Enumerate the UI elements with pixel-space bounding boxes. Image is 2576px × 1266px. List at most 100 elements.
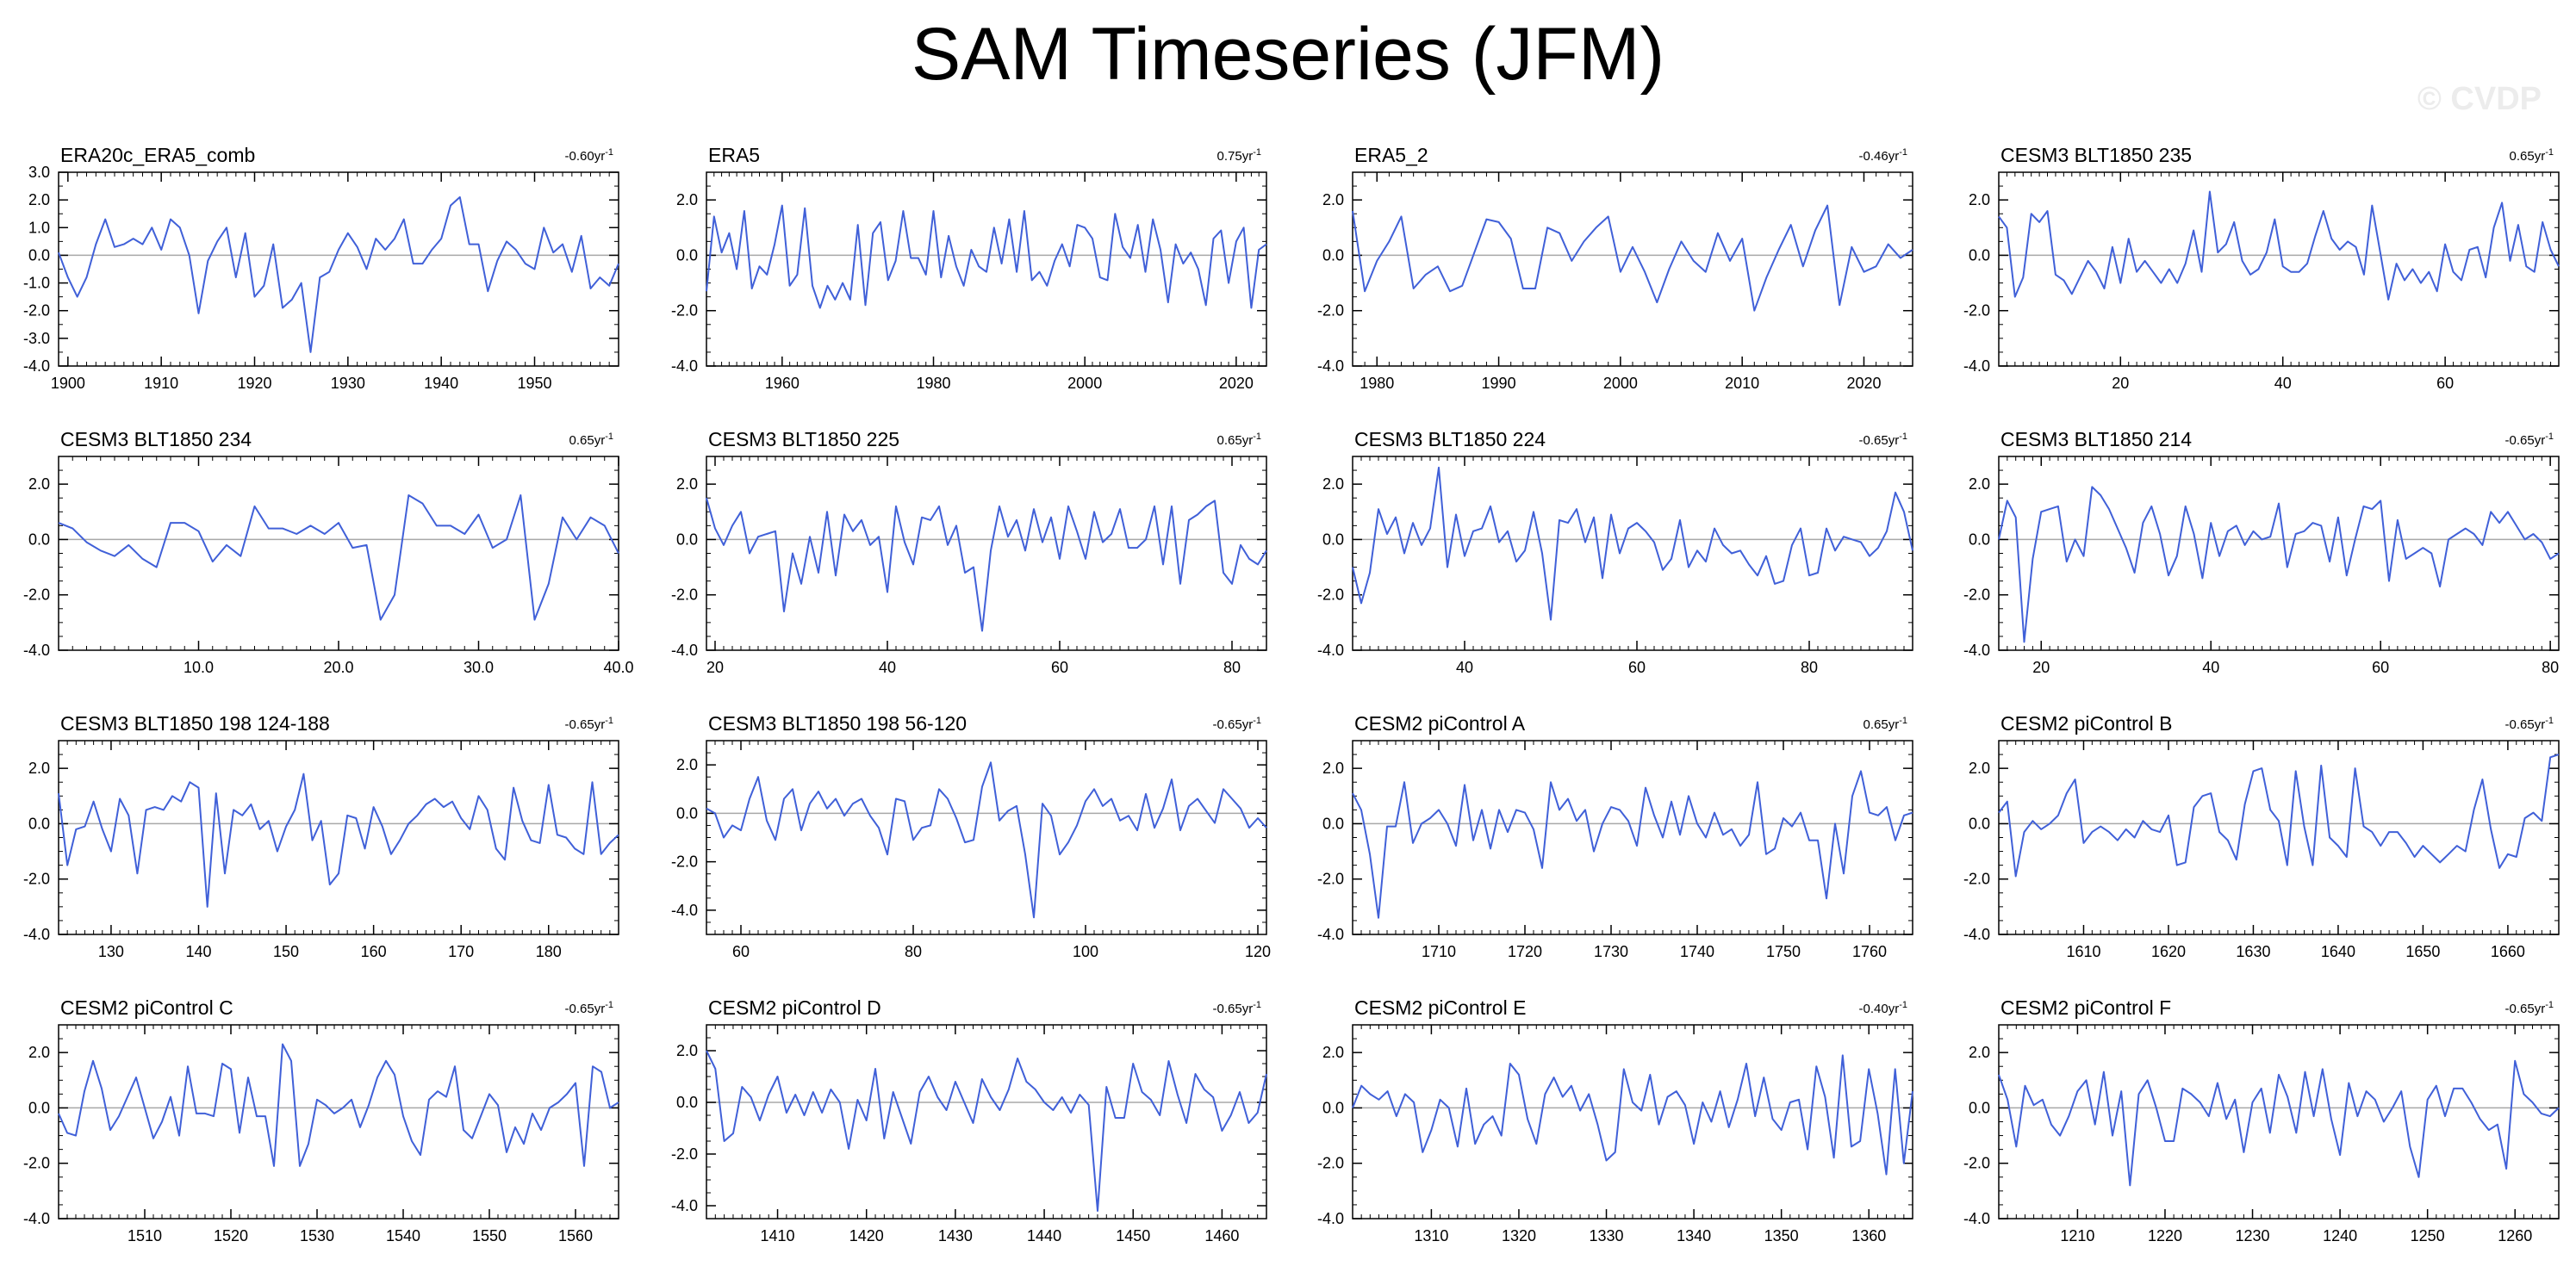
y-tick-label: 2.0	[676, 475, 698, 493]
timeseries-panel: 1710 1720 1730 1740 1750 1760 -4.0 -2.0 0.0 2.0 CE…	[1317, 712, 1913, 960]
timeseries-panel: 1900 1910 1920 1930 1940 1950 -4.0 -3.0 -2.0 -1.0…	[23, 144, 619, 392]
x-tick-label: 150	[273, 943, 299, 960]
y-tick-label: -4.0	[23, 642, 50, 659]
panel-title: ERA5	[708, 144, 760, 166]
y-tick-label: -2.0	[23, 302, 50, 320]
series-line	[58, 1043, 619, 1167]
series-line	[1998, 486, 2560, 643]
y-tick-label: -2.0	[1317, 302, 1344, 320]
series-line	[1998, 190, 2560, 301]
trend-label: -0.65yr-1	[1859, 431, 1907, 448]
x-tick-label: 1460	[1204, 1227, 1239, 1244]
series-line	[1352, 1054, 1913, 1176]
trend-label: -0.60yr-1	[565, 147, 613, 164]
x-tick-label: 60	[1628, 659, 1646, 676]
panel-title: ERA20c_ERA5_comb	[60, 144, 255, 166]
trend-exponent: -1	[1899, 716, 1907, 726]
panel-title: CESM3 BLT1850 235	[2000, 144, 2192, 166]
timeseries-panel: 1980 1990 2000 2010 2020 -4.0 -2.0 0.0 2.0 ERA5_2…	[1317, 144, 1913, 392]
x-tick-label: 20	[2112, 375, 2129, 392]
x-tick-label: 80	[2542, 659, 2559, 676]
series-line	[706, 1050, 1267, 1212]
x-tick-label: 1510	[128, 1227, 162, 1244]
x-tick-label: 1710	[1422, 943, 1456, 960]
y-tick-label: 0.0	[1969, 815, 1990, 832]
plot-frame	[58, 456, 619, 651]
y-tick-label: 0.0	[1322, 815, 1344, 832]
x-tick-label: 170	[448, 943, 474, 960]
y-tick-label: 2.0	[1969, 760, 1990, 777]
panel-title: CESM2 piControl C	[60, 996, 233, 1019]
trend-exponent: -1	[1899, 1000, 1907, 1010]
x-tick-label: 1440	[1027, 1227, 1061, 1244]
x-tick-label: 1740	[1680, 943, 1714, 960]
x-tick-label: 1610	[2066, 943, 2100, 960]
x-tick-label: 130	[98, 943, 124, 960]
timeseries-panel: 1960 1980 2000 2020 -4.0 -2.0 0.0 2.0 ERA5 0.75yr…	[671, 144, 1267, 392]
x-tick-label: 120	[1245, 943, 1271, 960]
timeseries-panel: 1510 1520 1530 1540 1550 1560 -4.0 -2.0 0.0 2.0 CE…	[23, 996, 619, 1244]
x-tick-label: 1930	[331, 375, 365, 392]
x-tick-label: 1310	[1414, 1227, 1448, 1244]
timeseries-panel: 20 40 60 -4.0 -2.0 0.0 2.0 CESM3 BLT1850 235 0.6…	[1963, 144, 2560, 392]
y-tick-label: 0.0	[1969, 246, 1990, 264]
x-tick-label: 140	[185, 943, 211, 960]
panel-title: CESM3 BLT1850 224	[1354, 428, 1546, 450]
y-tick-label: -4.0	[23, 357, 50, 375]
y-tick-label: 2.0	[28, 191, 50, 208]
y-tick-label: 0.0	[28, 1099, 50, 1116]
x-tick-label: 60	[2436, 375, 2454, 392]
series-line	[1998, 754, 2560, 878]
x-tick-label: 1900	[51, 375, 85, 392]
trend-exponent: -1	[605, 431, 613, 442]
y-tick-label: -4.0	[1317, 642, 1344, 659]
timeseries-panel: 1410 1420 1430 1440 1450 1460 -4.0 -2.0 0.0 2.0 CE…	[671, 996, 1267, 1244]
x-tick-label: 1260	[2498, 1227, 2532, 1244]
plot-frame	[1998, 1024, 2560, 1219]
y-tick-label: -2.0	[1963, 586, 1990, 604]
trend-exponent: -1	[1253, 716, 1261, 726]
y-tick-label: 0.0	[28, 531, 50, 548]
series-line	[706, 761, 1267, 919]
series-line	[706, 204, 1267, 309]
y-tick-label: 3.0	[28, 164, 50, 181]
panel-title: CESM2 piControl B	[2000, 712, 2172, 735]
x-tick-label: 1910	[144, 375, 178, 392]
trend-exponent: -1	[1253, 431, 1261, 442]
trend-label: -0.65yr-1	[2505, 431, 2554, 448]
plot-frame	[706, 740, 1267, 935]
x-tick-label: 40	[2274, 375, 2292, 392]
timeseries-panel: 130 140 150 160 170 180 -4.0 -2.0 0.0 2.0 CESM3 BL…	[23, 712, 619, 960]
y-tick-label: -4.0	[1963, 926, 1990, 943]
y-tick-label: -2.0	[671, 586, 698, 604]
y-tick-label: 0.0	[676, 246, 698, 264]
timeseries-panel: 1610 1620 1630 1640 1650 1660 -4.0 -2.0 0.0 2.0 CE…	[1963, 712, 2560, 960]
panel-title: CESM3 BLT1850 225	[708, 428, 899, 450]
y-tick-label: 2.0	[1969, 1044, 1990, 1061]
series-line	[58, 773, 619, 908]
x-tick-label: 1650	[2405, 943, 2440, 960]
y-tick-label: 2.0	[676, 191, 698, 208]
panel-title: CESM3 BLT1850 214	[2000, 428, 2192, 450]
x-tick-label: 80	[1223, 659, 1241, 676]
y-tick-label: 0.0	[676, 1094, 698, 1111]
x-tick-label: 1520	[214, 1227, 248, 1244]
trend-label: -0.65yr-1	[2505, 716, 2554, 732]
x-tick-label: 1240	[2323, 1227, 2357, 1244]
y-tick-label: -2.0	[1963, 871, 1990, 888]
trend-label: 0.65yr-1	[569, 431, 613, 448]
y-tick-label: -4.0	[1963, 357, 1990, 375]
x-tick-label: 1730	[1594, 943, 1628, 960]
x-tick-label: 20	[706, 659, 724, 676]
x-tick-label: 1220	[2148, 1227, 2182, 1244]
x-tick-label: 1940	[424, 375, 458, 392]
trend-label: -0.40yr-1	[1859, 1000, 1907, 1016]
y-tick-label: -4.0	[1317, 926, 1344, 943]
plot-frame	[1352, 740, 1913, 935]
trend-exponent: -1	[605, 716, 613, 726]
trend-exponent: -1	[1253, 1000, 1261, 1010]
x-tick-label: 1350	[1764, 1227, 1799, 1244]
trend-exponent: -1	[2545, 147, 2554, 158]
x-tick-label: 20	[2032, 659, 2050, 676]
series-line	[1352, 204, 1913, 312]
